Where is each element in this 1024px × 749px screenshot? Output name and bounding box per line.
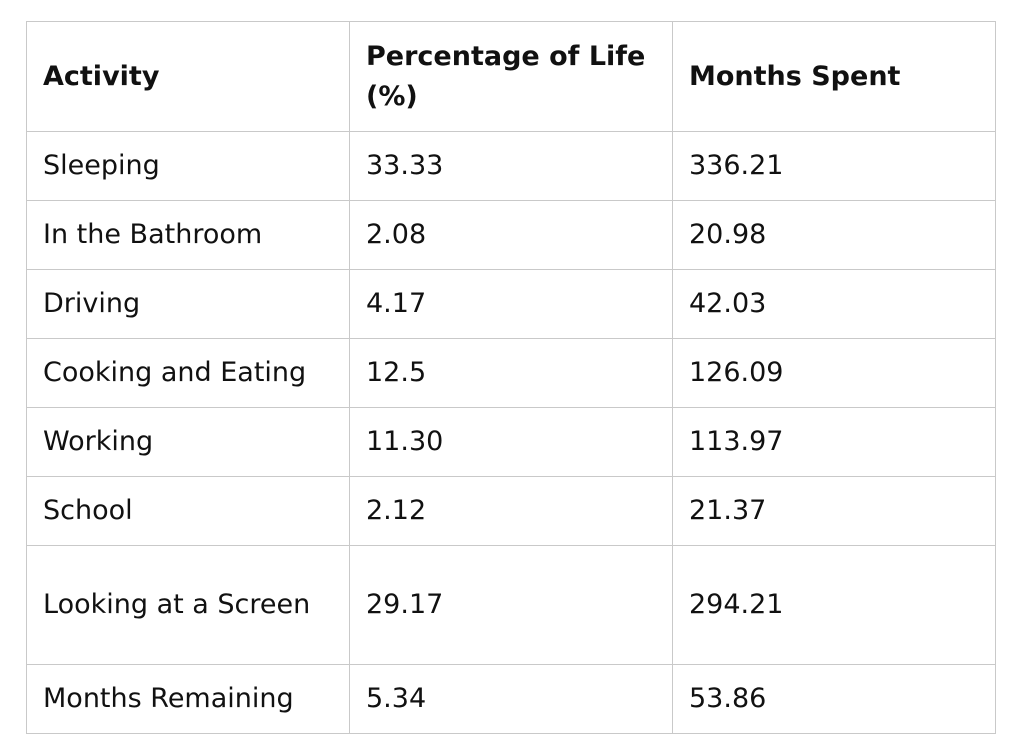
header-activity: Activity [26,21,350,132]
months-cell: 53.86 [672,664,996,734]
activity-cell: Cooking and Eating [26,338,350,408]
months-cell: 20.98 [672,200,996,270]
months-cell: 42.03 [672,269,996,339]
percentage-cell: 12.5 [349,338,673,408]
percentage-cell: 11.30 [349,407,673,477]
header-percentage: Percentage of Life (%) [349,21,673,132]
table-container: Activity Percentage of Life (%) Months S… [26,21,996,734]
header-months: Months Spent [672,21,996,132]
activity-cell: Sleeping [26,131,350,201]
table-row: Sleeping 33.33 336.21 [26,131,996,201]
activity-cell: In the Bathroom [26,200,350,270]
activity-cell: Looking at a Screen [26,545,350,665]
percentage-cell: 4.17 [349,269,673,339]
percentage-cell: 29.17 [349,545,673,665]
table-row: School 2.12 21.37 [26,476,996,546]
table-row: Cooking and Eating 12.5 126.09 [26,338,996,408]
months-cell: 113.97 [672,407,996,477]
table-header-row: Activity Percentage of Life (%) Months S… [26,21,996,132]
percentage-cell: 2.08 [349,200,673,270]
table-row: Looking at a Screen 29.17 294.21 [26,545,996,665]
activity-cell: Months Remaining [26,664,350,734]
percentage-cell: 5.34 [349,664,673,734]
activity-cell: School [26,476,350,546]
table-row: Driving 4.17 42.03 [26,269,996,339]
life-activity-table: Activity Percentage of Life (%) Months S… [26,21,996,734]
activity-cell: Driving [26,269,350,339]
months-cell: 21.37 [672,476,996,546]
activity-cell: Working [26,407,350,477]
table-row: In the Bathroom 2.08 20.98 [26,200,996,270]
table-row: Months Remaining 5.34 53.86 [26,664,996,734]
months-cell: 336.21 [672,131,996,201]
percentage-cell: 33.33 [349,131,673,201]
months-cell: 126.09 [672,338,996,408]
percentage-cell: 2.12 [349,476,673,546]
table-row: Working 11.30 113.97 [26,407,996,477]
months-cell: 294.21 [672,545,996,665]
